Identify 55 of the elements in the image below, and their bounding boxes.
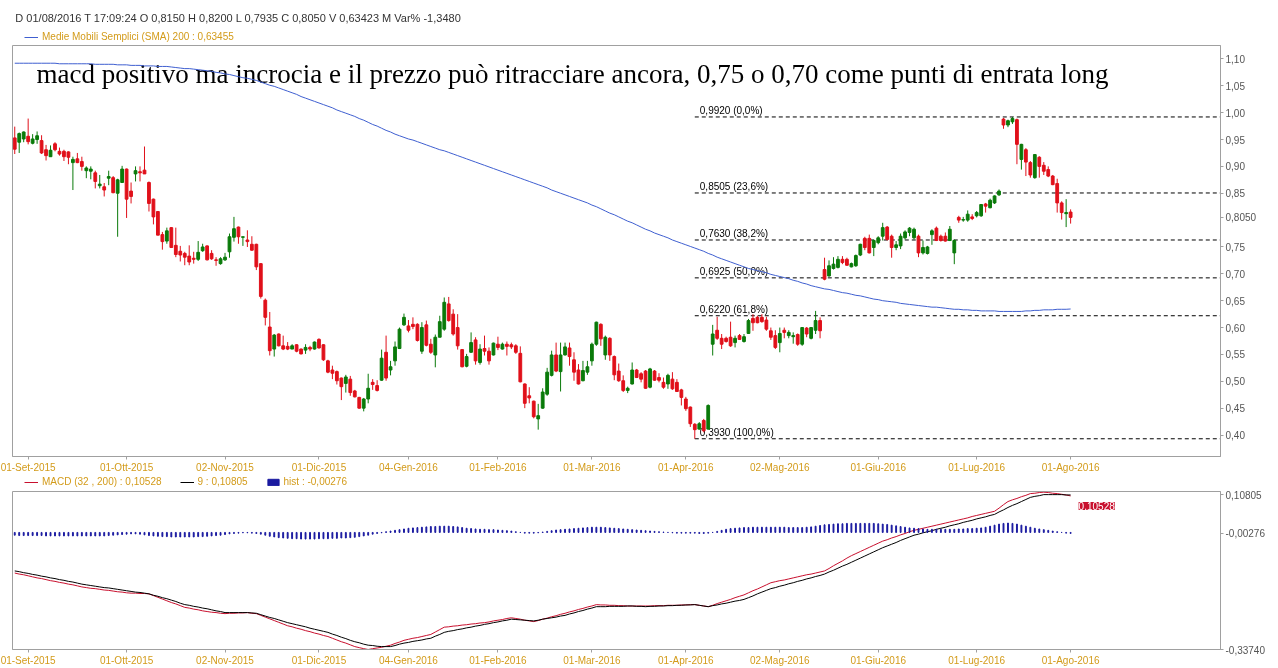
y-tick-label: 0,70 [1225, 268, 1246, 280]
y-tick-label: 0,8050 [1225, 212, 1257, 224]
x-tick-label: 01-Feb-2016 [469, 654, 528, 666]
x-tick-label: 01-Dic-2015 [291, 654, 347, 666]
chart-subtitle: D 01/08/2016 T 17:09:24 O 0,8150 H 0,8200 L 0,7935 C 0,8050 V 0,63423 M Var% -1,3480 [15, 11, 461, 24]
x-tick-label: 01-Giu-2016 [850, 461, 907, 473]
y-tick-label: 0,85 [1225, 188, 1246, 200]
y-tick-label: 0,75 [1225, 241, 1246, 253]
y-tick-label: 0,40 [1225, 430, 1246, 442]
ref-line-label: 0,6220 (61,8%) [699, 303, 769, 315]
legend-label: hist : -0,00276 [283, 476, 347, 487]
y-tick-label: 0,50 [1225, 376, 1246, 388]
x-tick-label: 01-Ago-2016 [1041, 654, 1100, 666]
y-tick-label: 1,10 [1225, 53, 1246, 65]
ref-line-label: 0,9920 (0,0%) [699, 104, 763, 116]
legend-label: Medie Mobili Semplici (SMA) 200 : 0,63455 [42, 31, 234, 42]
data-label: 0,10528 [1078, 500, 1116, 512]
x-tick-label: 02-Mag-2016 [750, 654, 810, 666]
y-tick-label: 0,10805 [1225, 489, 1263, 501]
x-tick-label: 01-Ago-2016 [1041, 461, 1100, 473]
x-tick-label: 01-Set-2015 [0, 461, 57, 473]
x-tick-label: 02-Nov-2015 [196, 461, 255, 473]
y-tick-label: 0,65 [1225, 295, 1246, 307]
y-tick-label: 0,55 [1225, 349, 1246, 361]
x-tick-label: 04-Gen-2016 [378, 654, 439, 666]
x-tick-label: 04-Gen-2016 [378, 461, 439, 473]
x-tick-label: 01-Ott-2015 [99, 654, 154, 666]
x-tick-label: 01-Lug-2016 [948, 654, 1006, 666]
y-tick-label: 0,60 [1225, 322, 1246, 334]
x-tick-label: 01-Giu-2016 [850, 654, 907, 666]
y-tick-label: 0,45 [1225, 403, 1246, 415]
x-tick-label: 01-Set-2015 [0, 654, 57, 666]
y-tick-label: 1,05 [1225, 80, 1246, 92]
y-tick-label: -0,33740 [1225, 644, 1266, 656]
x-tick-label: 01-Lug-2016 [948, 461, 1006, 473]
x-tick-label: 01-Mar-2016 [563, 654, 621, 666]
x-tick-label: 02-Mag-2016 [750, 461, 810, 473]
ref-line-label: 0,3930 (100,0%) [699, 426, 774, 438]
x-tick-label: 01-Apr-2016 [658, 461, 715, 473]
ref-line-label: 0,8505 (23,6%) [699, 180, 769, 192]
x-tick-label: 01-Apr-2016 [658, 654, 715, 666]
y-tick-label: -0,00276 [1225, 528, 1266, 540]
x-tick-label: 01-Ott-2015 [99, 461, 154, 473]
x-tick-label: 01-Mar-2016 [563, 461, 621, 473]
y-tick-label: 0,95 [1225, 134, 1246, 146]
ref-line-label: 0,6925 (50,0%) [699, 265, 769, 277]
x-tick-label: 02-Nov-2015 [196, 654, 255, 666]
legend-label: MACD (32 , 200) : 0,10528 [42, 476, 162, 487]
legend-label: 9 : 0,10805 [197, 476, 248, 487]
x-tick-label: 01-Feb-2016 [469, 461, 528, 473]
annotation: macd positivo ma incrocia e il prezzo può ritracciare ancora, 0,75 o 0,70 come punti di entrata long [36, 58, 1109, 89]
y-tick-label: 0,90 [1225, 161, 1246, 173]
x-tick-label: 01-Dic-2015 [291, 461, 347, 473]
y-tick-label: 1,00 [1225, 107, 1246, 119]
ref-line-label: 0,7630 (38,2%) [699, 227, 769, 239]
